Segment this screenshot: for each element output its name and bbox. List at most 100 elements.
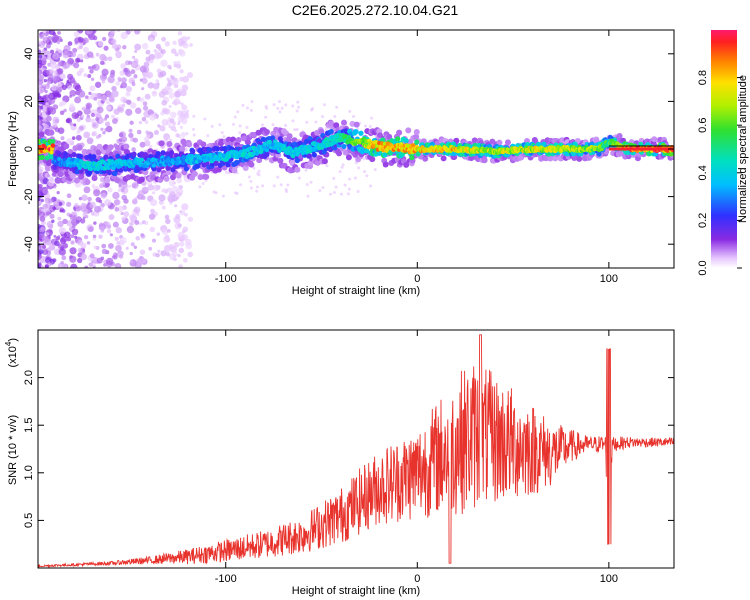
noise-cell (168, 92, 175, 99)
noise-cell (144, 221, 149, 225)
ytick-label: 1.5 (23, 418, 35, 433)
noise-cell (98, 234, 103, 239)
noise-cell (38, 119, 41, 124)
noise-cell (82, 37, 89, 43)
noise-cell (87, 196, 92, 202)
noise-cell (129, 260, 134, 264)
ridge-cell (158, 140, 165, 147)
noise-cell (85, 215, 89, 219)
noise-cell (77, 90, 86, 98)
noise-cell (233, 115, 237, 119)
noise-cell (153, 52, 162, 60)
noise-cell (141, 87, 145, 91)
noise-cell (167, 194, 175, 202)
noise-cell (114, 262, 122, 268)
noise-cell (101, 248, 108, 255)
noise-cell (41, 220, 46, 226)
ridge-cell (112, 170, 118, 176)
noise-cell (131, 82, 136, 87)
noise-cell (276, 175, 280, 179)
noise-cell (179, 76, 184, 82)
noise-cell (71, 112, 79, 120)
ridge-cell (203, 173, 210, 180)
noise-cell (128, 184, 132, 188)
noise-cell (53, 75, 61, 83)
noise-cell (161, 36, 166, 42)
noise-cell (129, 221, 134, 227)
noise-cell (106, 228, 112, 234)
ridge-cell (328, 120, 335, 127)
noise-cell (365, 174, 369, 178)
noise-cell (156, 68, 162, 74)
noise-cell (178, 247, 185, 254)
noise-cell (101, 181, 106, 186)
noise-cell (177, 31, 183, 36)
noise-cell (160, 70, 167, 77)
noise-cell (218, 123, 222, 127)
noise-cell (41, 113, 47, 119)
colorbar-tick-label: 0.8 (697, 70, 709, 85)
noise-cell (186, 72, 194, 79)
noise-cell (57, 82, 62, 88)
noise-cell (92, 63, 100, 71)
noise-cell (110, 114, 115, 119)
noise-cell (58, 248, 66, 256)
noise-cell (111, 38, 117, 45)
noise-cell (182, 75, 189, 83)
noise-cell (178, 101, 182, 105)
ridge-cell (333, 122, 340, 129)
noise-cell (141, 78, 148, 84)
noise-cell (67, 85, 73, 91)
ridge-cell (270, 135, 276, 141)
xtick-label: 100 (600, 573, 618, 585)
ridge-cell (63, 143, 70, 150)
noise-cell (325, 164, 329, 168)
noise-cell (60, 241, 65, 245)
noise-cell (47, 179, 55, 187)
noise-cell (96, 257, 103, 264)
noise-cell (102, 56, 108, 62)
noise-cell (90, 77, 95, 81)
snr-panel: -100 0 100 0.5 1.0 1.5 2.0 Height of straight … (4, 329, 675, 597)
noise-cell (155, 253, 160, 258)
noise-cell (179, 192, 183, 196)
noise-cell (141, 186, 149, 194)
noise-cell (180, 102, 184, 106)
noise-cell (76, 117, 81, 123)
noise-cell (174, 99, 178, 103)
ridge-cell (403, 138, 409, 144)
noise-cell (70, 240, 75, 245)
ridge-cell (341, 143, 347, 150)
ytick-label: 2.0 (23, 370, 35, 385)
noise-cell (71, 211, 76, 216)
figure-title: C2E6.2025.272.10.04.G21 (291, 2, 459, 18)
xtick-label: 0 (414, 273, 420, 285)
noise-cell (38, 173, 44, 181)
noise-cell (38, 59, 42, 65)
noise-cell (66, 201, 72, 207)
ridge-cell (168, 150, 175, 156)
noise-cell (101, 68, 109, 76)
noise-cell (61, 84, 67, 91)
ridge-cell (345, 154, 352, 161)
noise-cell (348, 109, 352, 113)
ridge-cell (124, 149, 131, 156)
ridge-cell (264, 151, 270, 157)
noise-cell (145, 56, 151, 62)
ridge-cell (396, 129, 403, 136)
noise-cell (85, 102, 93, 110)
noise-cell (104, 121, 111, 127)
noise-cell (129, 251, 133, 256)
noise-cell (368, 125, 372, 129)
noise-cell (38, 166, 44, 174)
noise-cell (174, 129, 178, 133)
noise-cell (93, 221, 97, 225)
noise-cell (118, 107, 125, 113)
noise-cell (160, 59, 168, 67)
noise-cell (38, 249, 44, 255)
noise-cell (90, 118, 96, 124)
noise-cell (97, 133, 102, 138)
noise-cell (155, 50, 160, 55)
noise-cell (332, 176, 336, 180)
noise-cell (191, 127, 195, 131)
